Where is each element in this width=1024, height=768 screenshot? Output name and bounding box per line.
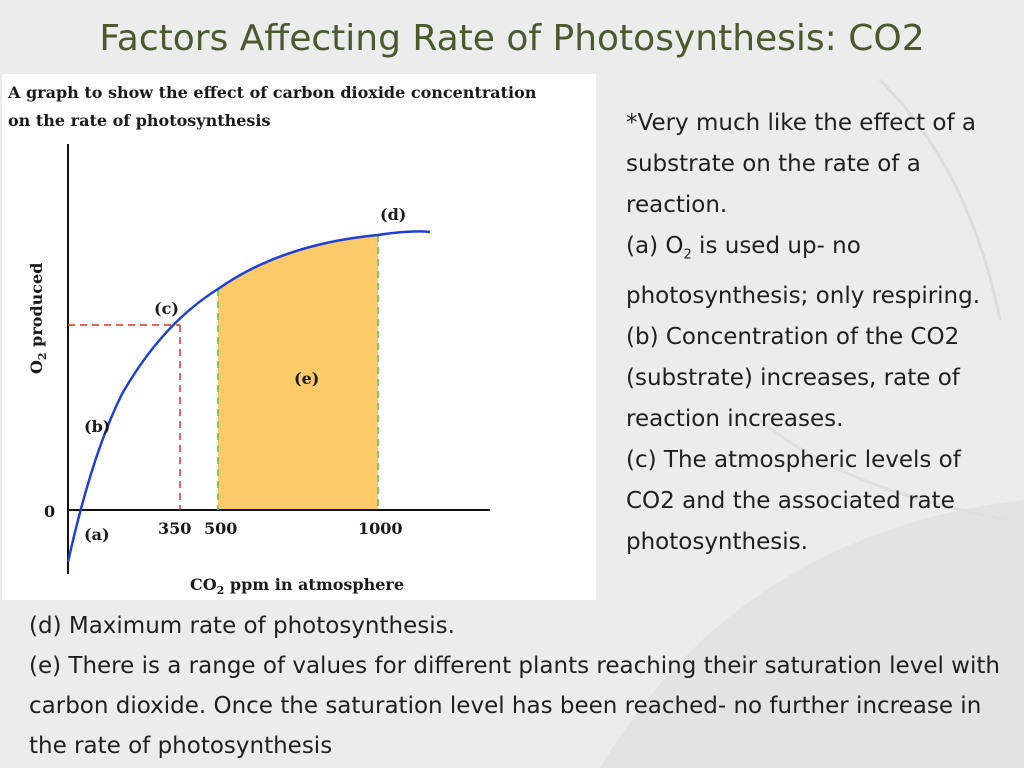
bottom-point-e: (e) There is a range of values for diffe… <box>29 653 1000 759</box>
bottom-explanation: (d) Maximum rate of photosynthesis. (e) … <box>29 606 1014 766</box>
graph-heading-line2: on the rate of photosynthesis <box>8 111 271 130</box>
rate-curve <box>66 230 431 563</box>
side-point-b: (b) Concentration of the CO2 (substrate)… <box>626 323 960 432</box>
side-explanation: *Very much like the effect of a substrat… <box>626 103 1012 563</box>
y-axis-label: O2 produced <box>27 263 49 374</box>
label-d: (d) <box>380 205 406 224</box>
side-point-c: (c) The atmospheric levels of CO2 and th… <box>626 446 961 555</box>
label-a: (a) <box>84 525 110 544</box>
graph-heading-line1: A graph to show the effect of carbon dio… <box>7 83 537 102</box>
label-c: (c) <box>154 299 179 318</box>
bottom-point-d: (d) Maximum rate of photosynthesis. <box>29 613 455 639</box>
tick-1000: 1000 <box>358 519 403 538</box>
co2-graph-panel: A graph to show the effect of carbon dio… <box>2 74 596 600</box>
x-axis-label: CO2 ppm in atmosphere <box>190 575 404 597</box>
label-b: (b) <box>84 417 110 436</box>
side-point-a: (a) O2 is used up- no photosynthesis; on… <box>626 233 981 309</box>
saturation-range-fill <box>218 235 378 510</box>
side-intro: *Very much like the effect of a substrat… <box>626 110 976 218</box>
tick-zero: 0 <box>44 502 55 521</box>
slide-title: Factors Affecting Rate of Photosynthesis… <box>99 18 925 59</box>
tick-350: 350 <box>158 519 191 538</box>
tick-500: 500 <box>204 519 237 538</box>
label-e: (e) <box>294 369 319 388</box>
co2-photosynthesis-graph: A graph to show the effect of carbon dio… <box>7 83 537 597</box>
